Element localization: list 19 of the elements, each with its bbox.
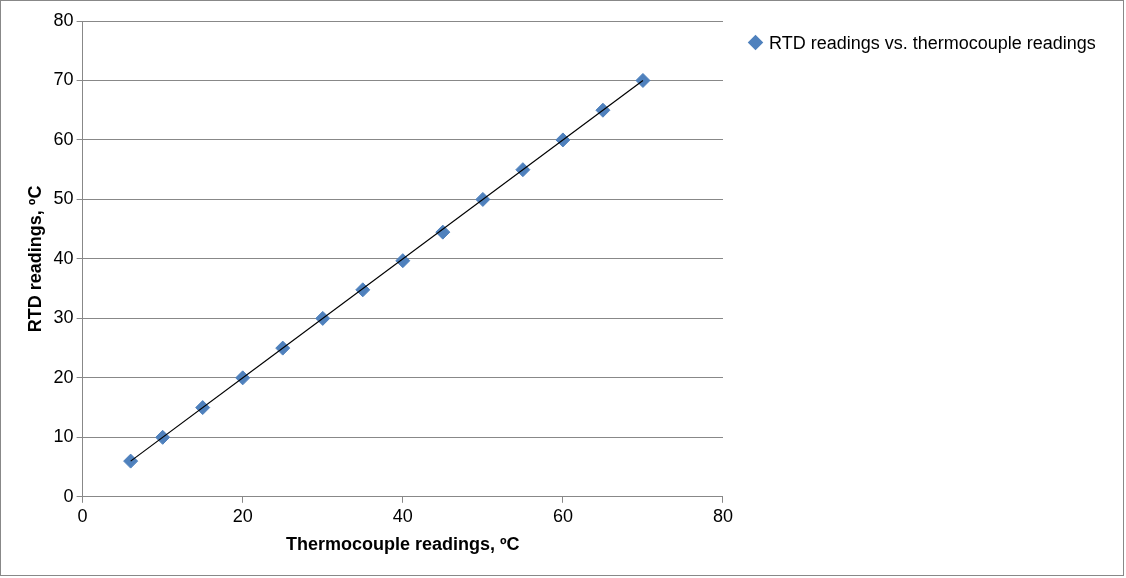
x-tick-label: 60	[552, 505, 573, 526]
y-tick-label: 10	[53, 426, 74, 447]
y-tick-label: 30	[53, 307, 74, 328]
point	[635, 72, 651, 88]
x-tick-label: 80	[712, 505, 733, 526]
x-axis-title: Thermocouple readings, ºC	[285, 534, 520, 555]
y-tick-label: 80	[53, 9, 74, 30]
legend-label: RTD readings vs. thermocouple readings	[769, 32, 1096, 55]
y-tick-label: 70	[53, 69, 74, 90]
y-tick-label: 60	[53, 128, 74, 149]
x-tick-label: 40	[392, 505, 413, 526]
y-axis-title: RTD readings, ºC	[24, 185, 45, 333]
y-tick-label: 20	[53, 366, 74, 387]
y-tick-label: 50	[53, 188, 74, 209]
y-tick-label: 0	[63, 485, 74, 506]
x-tick-label: 0	[77, 505, 88, 526]
x-tick-label: 20	[232, 505, 253, 526]
y-tick-label: 40	[53, 247, 74, 268]
point	[123, 453, 139, 469]
